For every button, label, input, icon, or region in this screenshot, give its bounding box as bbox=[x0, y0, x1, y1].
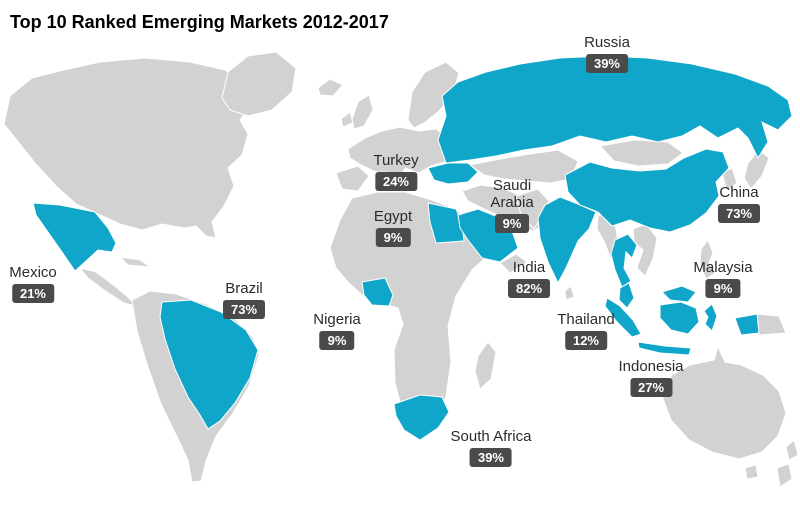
region-central-america bbox=[78, 267, 138, 307]
country-indonesia-sulawesi[interactable] bbox=[703, 303, 718, 332]
value-badge: 73% bbox=[222, 300, 266, 319]
country-name: India bbox=[512, 259, 546, 276]
country-ireland bbox=[340, 111, 354, 128]
country-mexico[interactable] bbox=[32, 202, 117, 272]
value-badge: 39% bbox=[469, 448, 513, 467]
value-badge: 9% bbox=[494, 214, 530, 233]
region-yemen-oman bbox=[499, 253, 528, 274]
value-badge: 82% bbox=[507, 279, 551, 298]
country-uk bbox=[351, 94, 374, 130]
country-malaysia-peninsula[interactable] bbox=[618, 282, 635, 309]
country-papua-new-guinea bbox=[756, 313, 787, 336]
value-badge: 12% bbox=[564, 331, 608, 350]
country-indonesia-papua[interactable] bbox=[734, 313, 760, 336]
value-badge: 24% bbox=[374, 172, 418, 191]
label-indonesia: Indonesia 27% bbox=[618, 358, 684, 397]
label-malaysia: Malaysia 9% bbox=[693, 259, 753, 298]
country-china[interactable] bbox=[564, 148, 730, 233]
country-name: Mexico bbox=[9, 264, 57, 281]
country-philippines bbox=[699, 238, 716, 280]
label-turkey: Turkey 24% bbox=[373, 152, 419, 191]
label-south-africa: South Africa 39% bbox=[450, 428, 532, 467]
country-greenland bbox=[221, 51, 297, 117]
country-cuba bbox=[118, 256, 152, 268]
label-china: China 73% bbox=[717, 184, 761, 223]
country-indonesia-sumatra[interactable] bbox=[604, 297, 642, 338]
country-tasmania bbox=[744, 464, 759, 480]
country-name: Russia bbox=[584, 34, 630, 51]
label-egypt: Egypt 9% bbox=[374, 208, 412, 247]
country-name: Turkey bbox=[373, 152, 419, 169]
country-name: Indonesia bbox=[618, 358, 684, 375]
country-name: Malaysia bbox=[693, 259, 753, 276]
label-thailand: Thailand 12% bbox=[557, 311, 615, 350]
country-india[interactable] bbox=[537, 196, 597, 285]
country-madagascar bbox=[474, 341, 497, 390]
country-egypt[interactable] bbox=[427, 202, 465, 244]
country-name: Brazil bbox=[225, 280, 263, 297]
country-name: Saudi Arabia bbox=[490, 177, 534, 211]
value-badge: 39% bbox=[585, 54, 629, 73]
country-name: Thailand bbox=[557, 311, 615, 328]
country-name: Egypt bbox=[373, 208, 413, 225]
country-thailand[interactable] bbox=[610, 233, 638, 288]
region-indochina bbox=[632, 223, 658, 277]
country-korea bbox=[721, 167, 738, 192]
value-badge: 9% bbox=[319, 331, 355, 350]
value-badge: 73% bbox=[717, 204, 761, 223]
value-badge: 9% bbox=[705, 279, 741, 298]
region-iberia bbox=[335, 165, 370, 192]
label-russia: Russia 39% bbox=[584, 34, 630, 73]
country-nigeria[interactable] bbox=[361, 277, 394, 307]
country-south-africa[interactable] bbox=[393, 394, 450, 441]
value-badge: 21% bbox=[11, 284, 55, 303]
country-new-zealand bbox=[776, 439, 799, 488]
country-sri-lanka bbox=[564, 285, 575, 301]
label-india: India 82% bbox=[507, 259, 551, 298]
value-badge: 27% bbox=[629, 378, 673, 397]
label-saudi-arabia: Saudi Arabia 9% bbox=[484, 177, 540, 233]
label-brazil: Brazil 73% bbox=[222, 280, 266, 319]
country-iceland bbox=[317, 78, 344, 97]
country-name: Nigeria bbox=[313, 311, 361, 328]
value-badge: 9% bbox=[375, 228, 411, 247]
label-nigeria: Nigeria 9% bbox=[313, 311, 361, 350]
label-mexico: Mexico 21% bbox=[9, 264, 57, 303]
country-australia bbox=[660, 345, 787, 460]
country-indonesia-java[interactable] bbox=[637, 341, 692, 356]
country-turkey[interactable] bbox=[427, 162, 479, 185]
country-mongolia bbox=[599, 139, 684, 167]
page-title: Top 10 Ranked Emerging Markets 2012-2017 bbox=[10, 12, 389, 32]
country-name: China bbox=[719, 184, 759, 201]
country-name: South Africa bbox=[450, 428, 532, 445]
country-malaysia-borneo[interactable] bbox=[661, 285, 697, 303]
country-russia[interactable] bbox=[437, 55, 793, 164]
country-indonesia-borneo[interactable] bbox=[659, 301, 700, 335]
